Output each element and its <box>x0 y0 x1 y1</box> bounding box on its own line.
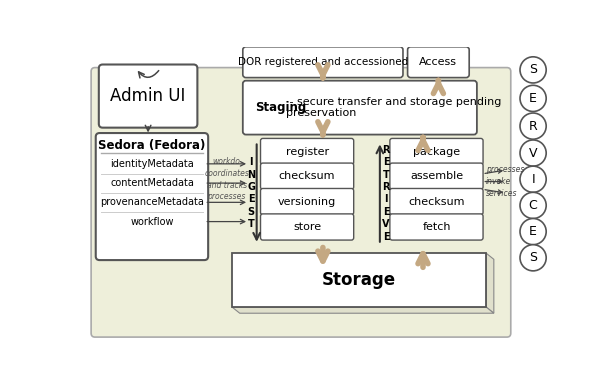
Text: checksum: checksum <box>408 197 465 207</box>
Circle shape <box>520 113 546 139</box>
Text: V: V <box>529 147 537 160</box>
Text: workflow: workflow <box>130 216 174 227</box>
FancyBboxPatch shape <box>95 133 208 260</box>
Circle shape <box>520 140 546 166</box>
Circle shape <box>520 192 546 218</box>
FancyBboxPatch shape <box>390 214 483 240</box>
Text: Access: Access <box>419 57 457 67</box>
Text: checksum: checksum <box>279 171 335 181</box>
Text: Sedora (Fedora): Sedora (Fedora) <box>99 139 206 152</box>
Bar <box>232 253 486 307</box>
Text: I: I <box>531 173 535 186</box>
Text: workdo
coordinates
and tracks
processes: workdo coordinates and tracks processes <box>204 157 249 202</box>
Text: Storage: Storage <box>322 271 396 289</box>
Text: versioning: versioning <box>278 197 336 207</box>
FancyBboxPatch shape <box>390 163 483 189</box>
FancyBboxPatch shape <box>390 188 483 215</box>
Text: S: S <box>529 251 537 264</box>
Text: I
N
G
E
S
T: I N G E S T <box>247 157 255 229</box>
Circle shape <box>520 57 546 83</box>
Circle shape <box>520 166 546 192</box>
Text: Admin UI: Admin UI <box>110 87 186 105</box>
Text: - secure transfer and storage pending
preservation: - secure transfer and storage pending pr… <box>286 97 501 119</box>
FancyBboxPatch shape <box>261 214 354 240</box>
Text: processes
invoke
services: processes invoke services <box>486 165 524 198</box>
Polygon shape <box>232 307 494 313</box>
Text: fetch: fetch <box>422 222 450 232</box>
Circle shape <box>520 245 546 271</box>
FancyBboxPatch shape <box>390 138 483 165</box>
FancyBboxPatch shape <box>91 67 511 337</box>
Text: E: E <box>529 225 537 238</box>
FancyBboxPatch shape <box>243 47 403 78</box>
Text: store: store <box>293 222 321 232</box>
FancyBboxPatch shape <box>408 47 469 78</box>
Text: DOR registered and accessioned: DOR registered and accessioned <box>238 57 408 67</box>
FancyBboxPatch shape <box>261 163 354 189</box>
Text: E: E <box>529 92 537 105</box>
Text: contentMetadata: contentMetadata <box>110 178 194 188</box>
Text: C: C <box>529 199 537 212</box>
Polygon shape <box>486 253 494 313</box>
Text: register: register <box>286 147 329 156</box>
Text: assemble: assemble <box>410 171 463 181</box>
Text: R: R <box>529 120 537 133</box>
FancyBboxPatch shape <box>243 81 477 135</box>
FancyBboxPatch shape <box>99 64 198 128</box>
Text: package: package <box>413 147 460 156</box>
Text: R
E
T
R
I
E
V
E: R E T R I E V E <box>382 145 390 241</box>
Circle shape <box>520 218 546 245</box>
Text: provenanceMetadata: provenanceMetadata <box>100 197 204 207</box>
Text: identityMetadata: identityMetadata <box>110 159 194 169</box>
Circle shape <box>520 85 546 112</box>
Text: Staging: Staging <box>255 101 307 114</box>
FancyBboxPatch shape <box>261 188 354 215</box>
Text: S: S <box>529 64 537 76</box>
FancyBboxPatch shape <box>261 138 354 165</box>
